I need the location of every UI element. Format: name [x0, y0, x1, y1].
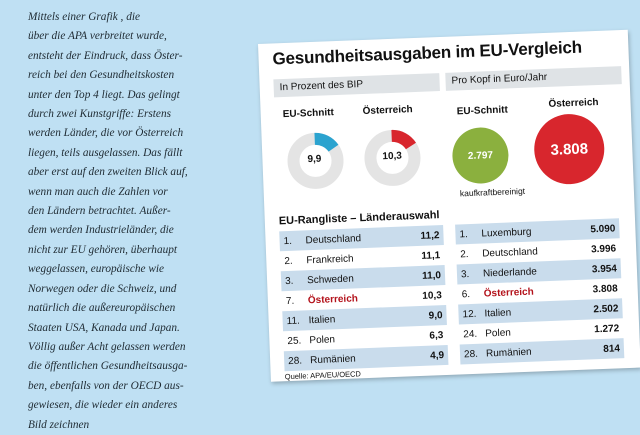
- rank-cell: 7.: [285, 295, 295, 307]
- country-cell: Italien: [484, 306, 512, 319]
- article-line: Völlig außer Acht gelassen werden: [28, 340, 186, 353]
- circle-eu-value: 2.797: [451, 126, 510, 185]
- value-cell: 3.996: [590, 242, 617, 255]
- rank-cell: 12.: [462, 308, 477, 320]
- country-cell: Österreich: [483, 286, 534, 300]
- circle-eu-label: EU-Schnitt: [456, 104, 509, 118]
- country-cell: Schweden: [306, 273, 354, 286]
- article-line: die öffentlichen Gesundheitsausga-: [28, 360, 188, 373]
- article-line: Mittels einer Grafik , die: [28, 11, 141, 23]
- circle-austria-label: Österreich: [548, 96, 599, 110]
- rank-cell: 1.: [283, 235, 293, 247]
- donut-eu-label: EU-Schnitt: [282, 107, 335, 121]
- bip-donuts: [287, 129, 421, 189]
- country-cell: Polen: [309, 333, 336, 346]
- value-cell: 6,3: [429, 329, 444, 342]
- value-cell: 3.954: [591, 262, 618, 275]
- source-note: Quelle: APA/EU/OECD: [284, 369, 362, 382]
- country-cell: Luxemburg: [481, 226, 532, 240]
- value-cell: 9,0: [428, 309, 443, 322]
- country-cell: Rumänien: [309, 352, 356, 366]
- article-line: aber erst auf den zweiten Blick auf,: [28, 166, 188, 179]
- donut-track: [287, 132, 344, 189]
- value-cell: 3.808: [592, 282, 618, 295]
- bip-header: In Prozent des BIP: [273, 73, 440, 98]
- article-line: gewiesen, die wieder ein anderes: [28, 399, 178, 412]
- article-line: wenn man auch die Zahlen vor: [28, 185, 168, 198]
- infographic-title: Gesundheitsausgaben im EU-Vergleich: [272, 37, 583, 69]
- rank-cell: 1.: [459, 228, 469, 240]
- article-line: Norwegen oder die Schweiz, und: [28, 282, 177, 295]
- circle-austria-value: 3.808: [532, 112, 606, 186]
- article-line: durch zwei Kunstgriffe: Erstens: [28, 108, 171, 121]
- article-line: nicht zur EU gehören, überhaupt: [28, 243, 178, 256]
- article-line: reich bei den Gesundheitskosten: [28, 69, 175, 82]
- value-cell: 2.502: [593, 302, 619, 315]
- country-cell: Polen: [485, 327, 512, 339]
- article-line: natürlich die außereuropäischen: [28, 302, 176, 315]
- country-cell: Deutschland: [305, 232, 362, 246]
- value-cell: 11,0: [421, 269, 442, 282]
- value-cell: 1.272: [593, 322, 620, 335]
- donut-eu-value: 9,9: [307, 153, 322, 166]
- donut-austria: [364, 129, 421, 186]
- rank-cell: 3.: [284, 275, 294, 287]
- article-line: weggelassen, europäische wie: [28, 263, 165, 276]
- rank-cell: 3.: [460, 268, 470, 280]
- country-cell: Niederlande: [482, 265, 538, 280]
- article-line: liegen, teils ausgelassen. Das fällt: [28, 146, 183, 159]
- article-line: den Ländern betrachtet. Außer-: [28, 205, 171, 218]
- country-cell: Frankreich: [306, 252, 354, 266]
- value-cell: 10,3: [422, 289, 442, 302]
- value-cell: 814: [603, 342, 621, 355]
- ranking-table-per-capita: 1. Luxemburg 5.090 2. Deutschland 3.996 3. Nied…: [455, 218, 625, 365]
- article-line: werden Länder, die vor Österreich: [28, 127, 184, 140]
- article-line: entsteht der Eindruck, dass Öster-: [28, 49, 183, 62]
- article-line: unter den Top 4 liegt. Das gelingt: [28, 88, 180, 101]
- rank-cell: 11.: [286, 315, 301, 327]
- per-capita-header: Pro Kopf in Euro/Jahr: [445, 66, 622, 91]
- rank-cell: 24.: [463, 328, 478, 340]
- article-text: Mittels einer Grafik , die über die APA v…: [28, 8, 233, 435]
- donut-segment: [391, 129, 416, 150]
- rank-cell: 2.: [284, 255, 293, 267]
- country-cell: Italien: [308, 313, 336, 326]
- ranking-table-bip: 1. Deutschland 11,2 2. Frankreich 11,1 3. Schwe…: [279, 225, 449, 372]
- value-cell: 11,1: [421, 249, 441, 262]
- donut-eu: [287, 132, 344, 189]
- value-cell: 11,2: [420, 229, 440, 242]
- value-cell: 5.090: [590, 222, 616, 235]
- donut-segment: [314, 132, 339, 153]
- value-cell: 4,9: [429, 349, 445, 362]
- infographic-clipping: Gesundheitsausgaben im EU-Vergleich In P…: [258, 29, 640, 382]
- rank-cell: 28.: [287, 355, 303, 367]
- rank-cell: 28.: [463, 348, 479, 360]
- rank-cell: 6.: [461, 288, 471, 300]
- donut-austria-value: 10,3: [382, 150, 403, 163]
- article-line: ben, ebenfalls von der OECD aus-: [28, 379, 184, 392]
- country-cell: Deutschland: [481, 245, 538, 260]
- country-cell: Rumänien: [485, 346, 532, 359]
- rank-cell: 25.: [287, 335, 302, 347]
- article-line: dem werden Industrieländer, die: [28, 224, 174, 237]
- country-cell: Österreich: [307, 292, 359, 306]
- article-line: Bild zeichnen: [28, 418, 90, 431]
- donut-austria-label: Österreich: [362, 104, 413, 118]
- article-line: über die APA verbreitet wurde,: [28, 30, 167, 43]
- article-line: Staaten USA, Kanada und Japan.: [28, 321, 180, 334]
- rank-cell: 2.: [460, 248, 469, 260]
- purchasing-power-note: kaufkraftbereinigt: [459, 185, 526, 199]
- ranking-title: EU-Rangliste – Länderauswahl: [278, 209, 440, 228]
